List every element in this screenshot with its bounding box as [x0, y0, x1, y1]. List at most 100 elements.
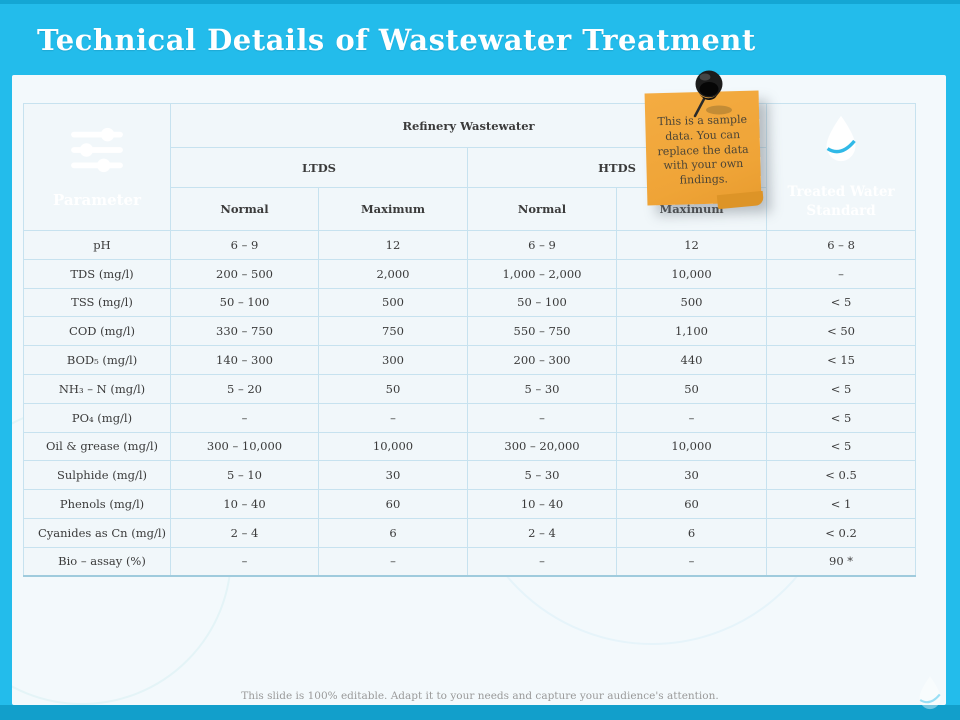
table-cell: 50 – 100: [467, 287, 617, 318]
table-cell: < 50: [766, 316, 917, 347]
table-row: Phenols (mg/l) 10 – 40 60 10 – 40 60 < 1: [23, 489, 917, 519]
table-cell: –: [766, 258, 917, 289]
table-cell: 6 – 9: [467, 230, 617, 260]
table-cell: 10,000: [615, 431, 768, 462]
sliders-icon: [65, 126, 129, 177]
table-cell: < 5: [766, 402, 917, 433]
table-cell: 2 – 4: [467, 517, 617, 548]
water-drop-icon: [821, 114, 861, 167]
table-row: Oil & grease (mg/l) 300 – 10,000 10,000 …: [23, 431, 917, 462]
row-label: PO₄ (mg/l): [23, 402, 171, 433]
table-cell: < 0.5: [766, 460, 917, 491]
table-cell: 50 – 100: [170, 287, 319, 318]
column-header-maximum: Maximum: [318, 187, 468, 231]
table-cell: –: [170, 546, 319, 578]
table-cell: 440: [615, 345, 768, 375]
column-header-normal: Normal: [467, 187, 617, 231]
parameters-table: Parameter Refinery Wastewater Treated Wa…: [23, 103, 917, 578]
table-cell: 6 – 8: [766, 230, 917, 260]
table-cell: < 5: [766, 373, 917, 404]
table-cell: 300 – 20,000: [467, 431, 617, 462]
row-label: TSS (mg/l): [23, 287, 171, 318]
table-cell: –: [615, 546, 768, 578]
table-cell: 30: [318, 460, 468, 491]
table-cell: 1,000 – 2,000: [467, 258, 617, 289]
table-row: Bio – assay (%) – – – – 90 *: [23, 546, 917, 578]
table-cell: 1,100: [615, 316, 768, 347]
table-cell: 10 – 40: [170, 489, 319, 519]
table-cell: 200 – 500: [170, 258, 319, 289]
table-cell: 330 – 750: [170, 316, 319, 347]
table-cell: 50: [615, 373, 768, 404]
row-label: Bio – assay (%): [23, 546, 171, 578]
table-cell: < 15: [766, 345, 917, 375]
table-cell: 5 – 20: [170, 373, 319, 404]
table-cell: –: [467, 546, 617, 578]
row-label: BOD₅ (mg/l): [23, 345, 171, 375]
table-cell: 6: [615, 517, 768, 548]
table-row: COD (mg/l) 330 – 750 750 550 – 750 1,100…: [23, 316, 917, 347]
table-cell: 30: [615, 460, 768, 491]
table-column-header-row: Normal Maximum Normal Maximum: [24, 187, 916, 231]
bottom-bar: [0, 705, 960, 720]
top-edge-strip: [0, 0, 960, 4]
row-label: Phenols (mg/l): [23, 489, 171, 519]
table-cell: 60: [318, 489, 468, 519]
table-cell: –: [170, 402, 319, 433]
table-cell: 10,000: [615, 258, 768, 289]
table-cell: 5 – 10: [170, 460, 319, 491]
table-cell: 750: [318, 316, 468, 347]
push-pin-icon: [686, 66, 734, 128]
table-cell: 10,000: [318, 431, 468, 462]
table-row: Cyanides as Cn (mg/l) 2 – 4 6 2 – 4 6 < …: [23, 517, 917, 548]
table-cell: 5 – 30: [467, 373, 617, 404]
row-label: Sulphide (mg/l): [23, 460, 171, 491]
subgroup-ltds: LTDS: [170, 147, 468, 188]
table-row: TDS (mg/l) 200 – 500 2,000 1,000 – 2,000…: [23, 258, 917, 289]
table-cell: –: [318, 546, 468, 578]
table-cell: 90 *: [766, 546, 917, 578]
table-cell: < 0.2: [766, 517, 917, 548]
title-bar: Technical Details of Wastewater Treatmen…: [0, 0, 960, 75]
table-cell: 300 – 10,000: [170, 431, 319, 462]
page-title: Technical Details of Wastewater Treatmen…: [37, 22, 756, 57]
table-cell: < 1: [766, 489, 917, 519]
table-cell: 2,000: [318, 258, 468, 289]
table-row: Sulphide (mg/l) 5 – 10 30 5 – 30 30 < 0.…: [23, 460, 917, 491]
footer-note: This slide is 100% editable. Adapt it to…: [241, 690, 719, 702]
table-header-row: Parameter Refinery Wastewater Treated Wa…: [23, 103, 917, 231]
table-cell: < 5: [766, 287, 917, 318]
treated-water-header-cell: Treated Water Standard: [766, 103, 917, 231]
row-label: Oil & grease (mg/l): [23, 431, 171, 462]
column-header-normal: Normal: [170, 187, 319, 231]
parameter-header-label: Parameter: [52, 190, 141, 209]
table-row: pH 6 – 9 12 6 – 9 12 6 – 8: [23, 230, 917, 260]
table-cell: 12: [615, 230, 768, 260]
table-row: TSS (mg/l) 50 – 100 500 50 – 100 500 < 5: [23, 287, 917, 318]
row-label: COD (mg/l): [23, 316, 171, 347]
table-cell: 6: [318, 517, 468, 548]
table-cell: 5 – 30: [467, 460, 617, 491]
row-label: NH₃ – N (mg/l): [23, 373, 171, 404]
table-cell: 10 – 40: [467, 489, 617, 519]
table-row: PO₄ (mg/l) – – – – < 5: [23, 402, 917, 433]
table-row: NH₃ – N (mg/l) 5 – 20 50 5 – 30 50 < 5: [23, 373, 917, 404]
table-cell: –: [318, 402, 468, 433]
table-cell: 140 – 300: [170, 345, 319, 375]
table-cell: 2 – 4: [170, 517, 319, 548]
table-cell: 50: [318, 373, 468, 404]
treated-water-header-label: Treated Water Standard: [787, 184, 895, 219]
row-label: Cyanides as Cn (mg/l): [23, 517, 171, 548]
table-cell: –: [467, 402, 617, 433]
table-cell: 12: [318, 230, 468, 260]
table-cell: –: [615, 402, 768, 433]
table-cell: < 5: [766, 431, 917, 462]
table-cell: 300: [318, 345, 468, 375]
table-cell: 550 – 750: [467, 316, 617, 347]
table-row: BOD₅ (mg/l) 140 – 300 300 200 – 300 440 …: [23, 345, 917, 375]
table-cell: 200 – 300: [467, 345, 617, 375]
table-cell: 60: [615, 489, 768, 519]
table-cell: 6 – 9: [170, 230, 319, 260]
row-label: pH: [23, 230, 171, 260]
row-label: TDS (mg/l): [23, 258, 171, 289]
